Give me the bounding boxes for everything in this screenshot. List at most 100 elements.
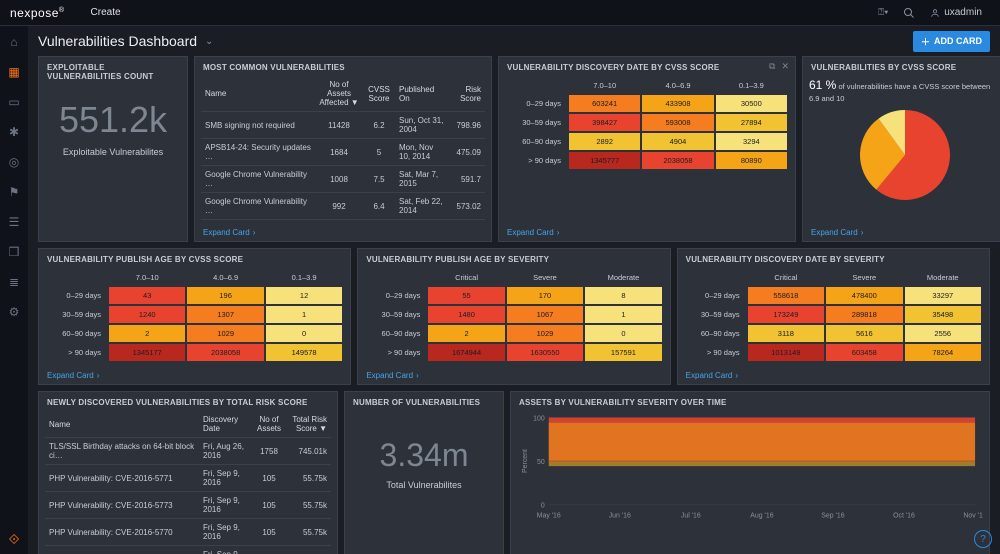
heat-cell[interactable]: 35498	[905, 306, 981, 323]
heat-cell[interactable]: 3294	[716, 133, 787, 150]
table-row[interactable]: PHP Vulnerability: CVE-2016-5770Fri, Sep…	[45, 519, 331, 546]
col-name[interactable]: Name	[201, 76, 315, 112]
heat-cell[interactable]: 2892	[569, 133, 640, 150]
heat-cell[interactable]: 149578	[266, 344, 342, 361]
heat-cell[interactable]: 12	[266, 287, 342, 304]
heat-cell[interactable]: 2556	[905, 325, 981, 342]
expand-card-link[interactable]: Expand Card›	[195, 224, 491, 241]
help-icon[interactable]: ⍰▾	[870, 0, 896, 26]
table-row[interactable]: PHP Vulnerability: CVE-2016-5773Fri, Sep…	[45, 492, 331, 519]
heat-cell[interactable]: 1	[585, 306, 661, 323]
heat-cell[interactable]: 3118	[748, 325, 824, 342]
col-cvss[interactable]: CVSS Score	[363, 76, 395, 112]
heat-cell[interactable]: 1067	[507, 306, 583, 323]
heat-cell[interactable]: 433908	[642, 95, 713, 112]
col-assets[interactable]: No of Assets Affected ▼	[315, 76, 363, 112]
rail-monitor-icon[interactable]: ▭	[4, 92, 24, 112]
col-assets[interactable]: No of Assets	[251, 411, 287, 438]
card-publish-cvss: VULNERABILITY PUBLISH AGE BY CVSS SCORE …	[38, 248, 351, 385]
heat-cell[interactable]: 4904	[642, 133, 713, 150]
close-icon[interactable]: ✕	[781, 61, 789, 72]
card-new-vulnerabilities: NEWLY DISCOVERED VULNERABILITIES BY TOTA…	[38, 391, 338, 554]
heat-cell[interactable]: 2	[428, 325, 504, 342]
heat-cell[interactable]: 78264	[905, 344, 981, 361]
heat-cell[interactable]: 1240	[109, 306, 185, 323]
dashboard-switcher[interactable]: ⌄	[205, 36, 213, 47]
rail-dashboard-icon[interactable]: ▦	[4, 62, 24, 82]
heat-cell[interactable]: 55	[428, 287, 504, 304]
table-row[interactable]: PHP Vulnerability: CVE-2016-5771Fri, Sep…	[45, 465, 331, 492]
add-card-button[interactable]: ＋ ADD CARD	[913, 31, 990, 52]
rail-home-icon[interactable]: ⌂	[4, 32, 24, 52]
heat-cell[interactable]: 398427	[569, 114, 640, 131]
heat-cell[interactable]: 33297	[905, 287, 981, 304]
expand-card-link[interactable]: Expand Card›	[803, 224, 1000, 241]
table-row[interactable]: TLS/SSL Birthday attacks on 64-bit block…	[45, 438, 331, 465]
heat-cell[interactable]: 1013149	[748, 344, 824, 361]
heat-cell[interactable]: 593008	[642, 114, 713, 131]
card-title: VULNERABILITY DISCOVERY DATE BY SEVERITY	[678, 249, 989, 268]
table-row[interactable]: APSB14-24: Security updates …16845Mon, N…	[201, 139, 485, 166]
heat-cell[interactable]: 1029	[187, 325, 263, 342]
heat-cell[interactable]: 0	[585, 325, 661, 342]
col-risk[interactable]: Risk Score	[449, 76, 485, 112]
heat-cell[interactable]: 170	[507, 287, 583, 304]
rail-layers-icon[interactable]: ☰	[4, 212, 24, 232]
table-row[interactable]: SMB signing not required114286.2Sun, Oct…	[201, 112, 485, 139]
heatmap-discovery-cvss: 7.0–104.0–6.90.1–3.90–29 days60324143390…	[505, 76, 789, 171]
col-published[interactable]: Published On	[395, 76, 449, 112]
heat-cell[interactable]: 289818	[826, 306, 902, 323]
help-bubble[interactable]: ?	[974, 530, 992, 548]
col-date[interactable]: Discovery Date	[199, 411, 251, 438]
exploitable-count-value: 551.2k	[45, 99, 181, 141]
top-bar: nexpose® Create ⍰▾ uxadmin	[0, 0, 1000, 26]
search-icon[interactable]	[896, 0, 922, 26]
svg-text:Jun '16: Jun '16	[609, 513, 631, 520]
heat-cell[interactable]: 558618	[748, 287, 824, 304]
heat-cell[interactable]: 157591	[585, 344, 661, 361]
heat-cell[interactable]: 27894	[716, 114, 787, 131]
expand-card-link[interactable]: Expand Card›	[358, 367, 669, 384]
heat-cell[interactable]: 43	[109, 287, 185, 304]
heat-cell[interactable]: 1480	[428, 306, 504, 323]
rail-target-icon[interactable]: ◎	[4, 152, 24, 172]
col-score[interactable]: Total Risk Score ▼	[287, 411, 331, 438]
expand-card-link[interactable]: Expand Card›	[499, 224, 795, 241]
rail-flag-icon[interactable]: ⚑	[4, 182, 24, 202]
heat-cell[interactable]: 173249	[748, 306, 824, 323]
heat-cell[interactable]: 603241	[569, 95, 640, 112]
heat-cell[interactable]: 478400	[826, 287, 902, 304]
col-name[interactable]: Name	[45, 411, 199, 438]
heat-cell[interactable]: 0	[266, 325, 342, 342]
heat-cell[interactable]: 1345177	[109, 344, 185, 361]
expand-card-link[interactable]: Expand Card›	[678, 367, 989, 384]
heat-cell[interactable]: 1630550	[507, 344, 583, 361]
heat-cell[interactable]: 80890	[716, 152, 787, 169]
heat-cell[interactable]: 196	[187, 287, 263, 304]
copy-icon[interactable]: ⧉	[769, 61, 775, 72]
card-discovery-cvss: VULNERABILITY DISCOVERY DATE BY CVSS SCO…	[498, 56, 796, 242]
heat-cell[interactable]: 1307	[187, 306, 263, 323]
table-row[interactable]: PHP Vulnerability: CVE-2016-5768Fri, Sep…	[45, 546, 331, 554]
heat-cell[interactable]: 603458	[826, 344, 902, 361]
rail-bug-icon[interactable]: ✱	[4, 122, 24, 142]
table-row[interactable]: Google Chrome Vulnerability …9926.4Sat, …	[201, 193, 485, 220]
expand-card-link[interactable]: Expand Card›	[39, 367, 350, 384]
heat-cell[interactable]: 1	[266, 306, 342, 323]
heat-cell[interactable]: 1674944	[428, 344, 504, 361]
heat-cell[interactable]: 30500	[716, 95, 787, 112]
svg-text:Sep '16: Sep '16	[821, 513, 844, 520]
rail-gear-icon[interactable]: ⚙	[4, 302, 24, 322]
create-button[interactable]: Create	[83, 4, 129, 21]
rail-cube-icon[interactable]: ❒	[4, 242, 24, 262]
user-menu[interactable]: uxadmin	[922, 7, 990, 18]
heat-cell[interactable]: 2038058	[642, 152, 713, 169]
rail-list-icon[interactable]: ≣	[4, 272, 24, 292]
table-row[interactable]: Google Chrome Vulnerability …10087.5Sat,…	[201, 166, 485, 193]
heat-cell[interactable]: 8	[585, 287, 661, 304]
heat-cell[interactable]: 2	[109, 325, 185, 342]
heat-cell[interactable]: 2038058	[187, 344, 263, 361]
heat-cell[interactable]: 1345777	[569, 152, 640, 169]
heat-cell[interactable]: 5616	[826, 325, 902, 342]
heat-cell[interactable]: 1029	[507, 325, 583, 342]
